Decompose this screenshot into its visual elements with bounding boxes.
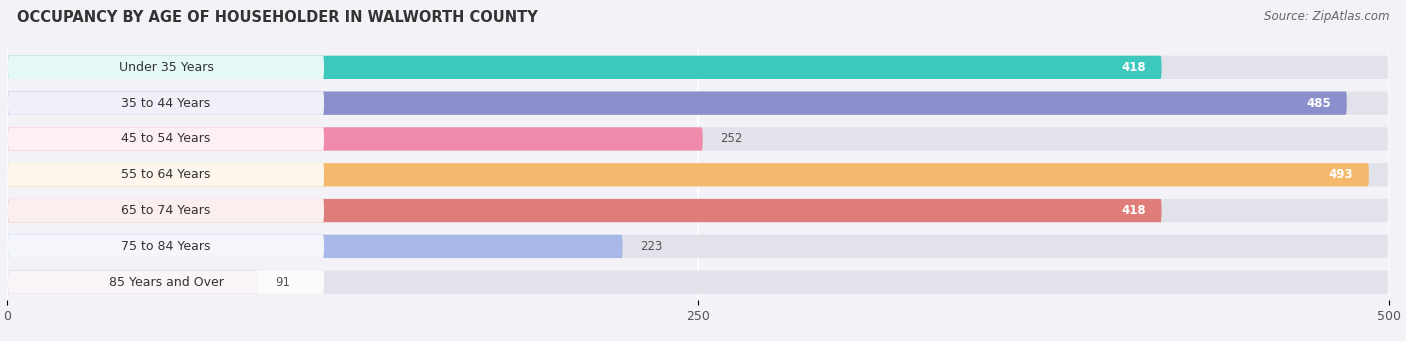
- FancyBboxPatch shape: [8, 163, 1369, 187]
- FancyBboxPatch shape: [8, 127, 703, 151]
- FancyBboxPatch shape: [8, 270, 257, 294]
- FancyBboxPatch shape: [8, 127, 1388, 151]
- FancyBboxPatch shape: [8, 270, 1388, 294]
- Text: Under 35 Years: Under 35 Years: [118, 61, 214, 74]
- FancyBboxPatch shape: [8, 56, 323, 79]
- FancyBboxPatch shape: [8, 235, 1388, 258]
- Text: Source: ZipAtlas.com: Source: ZipAtlas.com: [1264, 10, 1389, 23]
- Text: 45 to 54 Years: 45 to 54 Years: [121, 132, 211, 146]
- FancyBboxPatch shape: [8, 91, 323, 115]
- FancyBboxPatch shape: [8, 199, 1388, 222]
- FancyBboxPatch shape: [8, 56, 1388, 79]
- FancyBboxPatch shape: [8, 56, 1161, 79]
- FancyBboxPatch shape: [8, 235, 323, 258]
- FancyBboxPatch shape: [8, 91, 1388, 115]
- Text: OCCUPANCY BY AGE OF HOUSEHOLDER IN WALWORTH COUNTY: OCCUPANCY BY AGE OF HOUSEHOLDER IN WALWO…: [17, 10, 537, 25]
- Text: 223: 223: [640, 240, 662, 253]
- FancyBboxPatch shape: [8, 91, 1347, 115]
- Text: 91: 91: [276, 276, 290, 289]
- FancyBboxPatch shape: [8, 163, 1388, 187]
- FancyBboxPatch shape: [8, 199, 1161, 222]
- Text: 35 to 44 Years: 35 to 44 Years: [121, 97, 211, 110]
- Text: 252: 252: [720, 132, 742, 146]
- Text: 493: 493: [1329, 168, 1353, 181]
- FancyBboxPatch shape: [8, 199, 323, 222]
- FancyBboxPatch shape: [8, 270, 323, 294]
- FancyBboxPatch shape: [8, 127, 323, 151]
- FancyBboxPatch shape: [8, 235, 623, 258]
- Text: 485: 485: [1306, 97, 1331, 110]
- Text: 418: 418: [1121, 61, 1146, 74]
- FancyBboxPatch shape: [8, 163, 323, 187]
- Text: 75 to 84 Years: 75 to 84 Years: [121, 240, 211, 253]
- Text: 55 to 64 Years: 55 to 64 Years: [121, 168, 211, 181]
- Text: 85 Years and Over: 85 Years and Over: [108, 276, 224, 289]
- Text: 418: 418: [1121, 204, 1146, 217]
- Text: 65 to 74 Years: 65 to 74 Years: [121, 204, 211, 217]
